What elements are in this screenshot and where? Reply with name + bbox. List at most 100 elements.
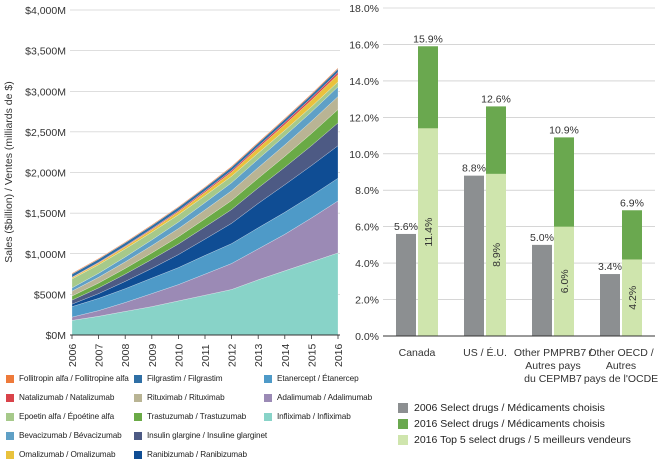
category-label: Other OECD / bbox=[588, 347, 653, 359]
category-label: Autres pays bbox=[525, 360, 580, 372]
y-tick-label: $2,500M bbox=[25, 127, 66, 139]
x-tick-label: 2014 bbox=[280, 343, 292, 367]
legend-item: Etanercept / Étanercep bbox=[264, 374, 359, 383]
bar-value-label: 3.4% bbox=[598, 261, 622, 273]
y-tick-label: $3,500M bbox=[25, 46, 66, 58]
y-tick-label: $2,000M bbox=[25, 168, 66, 180]
legend-item: Insulin glargine / Insuline glarginet bbox=[134, 431, 267, 440]
y-tick-label: 8.0% bbox=[355, 185, 379, 197]
legend-label: Bevacizumab / Bévacizumab bbox=[19, 431, 122, 440]
color-swatch-icon bbox=[134, 393, 142, 402]
y-tick-label: 10.0% bbox=[349, 149, 379, 161]
x-tick-label: 2013 bbox=[253, 343, 265, 367]
legend-item: 2016 Top 5 select drugs / 5 meilleurs ve… bbox=[398, 432, 658, 448]
legend-label: Insulin glargine / Insuline glarginet bbox=[147, 431, 268, 440]
y-tick-label: $1,500M bbox=[25, 208, 66, 220]
bar-value-label: 10.9% bbox=[549, 124, 579, 136]
legend-item: Epoetin alfa / Époétine alfa bbox=[6, 412, 114, 421]
legend-label: Natalizumab / Natalizumab bbox=[19, 393, 115, 402]
color-swatch-icon bbox=[264, 393, 272, 402]
legend-item: Follitropin alfa / Follitropine alfa bbox=[6, 374, 129, 383]
bar-2006 bbox=[464, 175, 484, 336]
legend-label: Etanercept / Étanercep bbox=[277, 374, 359, 383]
bar-2016-top5 bbox=[486, 173, 506, 336]
legend-item: Rituximab / Rituximab bbox=[134, 393, 225, 402]
bar-value-label: 12.6% bbox=[481, 93, 511, 105]
color-swatch-icon bbox=[398, 403, 408, 413]
legend-label: 2016 Select drugs / Médicaments choisis bbox=[414, 418, 605, 430]
legend-item: Trastuzumab / Trastuzumab bbox=[134, 412, 246, 421]
legend-label: 2006 Select drugs / Médicaments choisis bbox=[414, 402, 605, 414]
y-tick-label: $3,000M bbox=[25, 86, 66, 98]
bar-2016-top5 bbox=[418, 128, 438, 336]
legend-item: 2006 Select drugs / Médicaments choisis bbox=[398, 400, 658, 416]
legend-label: Filgrastim / Filgrastim bbox=[147, 374, 223, 383]
stacked-area-chart: $0M $500M $1,000M $1,500M $2,000M $2,500M $3,0… bbox=[3, 5, 345, 367]
bar-chart-legend: 2006 Select drugs / Médicaments choisis … bbox=[398, 400, 658, 448]
color-swatch-icon bbox=[6, 450, 14, 459]
y-tick-label: 14.0% bbox=[349, 76, 379, 88]
color-swatch-icon bbox=[6, 412, 14, 421]
y-tick-label: $0M bbox=[46, 330, 66, 342]
bar-value-label: 11.4% bbox=[423, 218, 435, 247]
x-tick-label: 2015 bbox=[306, 343, 318, 367]
legend-item: Natalizumab / Natalizumab bbox=[6, 393, 114, 402]
legend-item: Adalimumab / Adalimumab bbox=[264, 393, 372, 402]
y-tick-label: 16.0% bbox=[349, 39, 379, 51]
y-tick-label: 4.0% bbox=[355, 258, 379, 270]
x-tick-label: 2008 bbox=[120, 343, 132, 367]
category-label: pays de l'OCDE bbox=[584, 373, 658, 385]
x-tick-label: 2012 bbox=[227, 343, 239, 367]
bar-2006 bbox=[600, 274, 620, 336]
x-tick-label: 2006 bbox=[67, 343, 79, 367]
bar-value-label: 6.9% bbox=[620, 197, 644, 209]
color-swatch-icon bbox=[6, 374, 14, 383]
y-tick-label: $500M bbox=[34, 289, 66, 301]
bar-value-label: 5.0% bbox=[530, 232, 554, 244]
category-label: Autres bbox=[606, 360, 636, 372]
color-swatch-icon bbox=[134, 374, 142, 383]
x-tick-label: 2011 bbox=[200, 344, 212, 367]
bar-value-label: 6.0% bbox=[559, 269, 571, 293]
category-label: Canada bbox=[399, 347, 436, 359]
legend-item: Bevacizumab / Bévacizumab bbox=[6, 431, 122, 440]
color-swatch-icon bbox=[134, 412, 142, 421]
y-tick-label: 6.0% bbox=[355, 222, 379, 234]
legend-item: 2016 Select drugs / Médicaments choisis bbox=[398, 416, 658, 432]
legend-item: Infliximab / Infliximab bbox=[264, 412, 351, 421]
bar-value-label: 8.9% bbox=[491, 243, 503, 267]
legend-label: Rituximab / Rituximab bbox=[147, 393, 225, 402]
bar-value-label: 5.6% bbox=[394, 221, 418, 233]
bar-2016-top5 bbox=[554, 226, 574, 336]
bar-chart: 0.0% 2.0% 4.0% 6.0% 8.0% 10.0% 12.0% 14.0% 16.0%… bbox=[349, 3, 658, 385]
legend-label: Follitropin alfa / Follitropine alfa bbox=[19, 374, 129, 383]
legend-label: Infliximab / Infliximab bbox=[277, 412, 351, 421]
y-tick-label: 12.0% bbox=[349, 112, 379, 124]
x-tick-label: 2007 bbox=[94, 343, 106, 367]
category-label: Other PMPRB7 / bbox=[514, 347, 592, 359]
x-tick-label: 2016 bbox=[333, 343, 345, 367]
legend-label: Adalimumab / Adalimumab bbox=[277, 393, 373, 402]
area-series bbox=[71, 67, 339, 275]
color-swatch-icon bbox=[398, 419, 408, 429]
x-tick-label: 2009 bbox=[147, 343, 159, 367]
category-label: du CEPMB7 bbox=[524, 373, 582, 385]
legend-label: Omalizumab / Omalizumab bbox=[19, 450, 116, 459]
legend-label: Epoetin alfa / Époétine alfa bbox=[19, 412, 115, 421]
color-swatch-icon bbox=[264, 374, 272, 383]
bar-value-label: 4.2% bbox=[627, 286, 639, 310]
bar-2006 bbox=[532, 244, 552, 336]
color-swatch-icon bbox=[6, 393, 14, 402]
color-swatch-icon bbox=[6, 431, 14, 440]
y-tick-label: $1,000M bbox=[25, 249, 66, 261]
color-swatch-icon bbox=[134, 431, 142, 440]
color-swatch-icon bbox=[264, 412, 272, 421]
color-swatch-icon bbox=[134, 450, 142, 459]
legend-item: Ranibizumab / Ranibizumab bbox=[134, 450, 247, 459]
legend-item: Filgrastim / Filgrastim bbox=[134, 374, 223, 383]
legend-label: 2016 Top 5 select drugs / 5 meilleurs ve… bbox=[414, 434, 631, 446]
category-label: US / É.U. bbox=[463, 346, 507, 359]
color-swatch-icon bbox=[398, 435, 408, 445]
bar-2006 bbox=[396, 233, 416, 336]
